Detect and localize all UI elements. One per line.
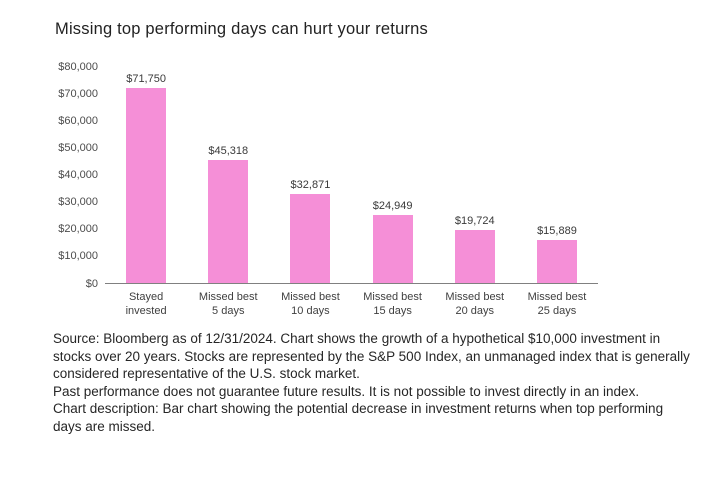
y-tick-label: $20,000 xyxy=(58,223,98,236)
bar-column: $71,750 xyxy=(105,66,187,283)
bar-column: $15,889 xyxy=(516,66,598,283)
page-title: Missing top performing days can hurt you… xyxy=(55,20,428,38)
y-tick-label: $60,000 xyxy=(58,114,98,127)
bar-value-label: $19,724 xyxy=(454,214,495,227)
y-tick-label: $40,000 xyxy=(58,169,98,181)
footnote-paragraph: Past performance does not guarantee futu… xyxy=(53,383,640,399)
footnote-paragraph: Chart description: Bar chart showing the… xyxy=(53,401,664,434)
category-label: Missed best 5 days xyxy=(198,291,258,317)
category-label: Stayed invested xyxy=(125,291,167,317)
y-tick-label: $70,000 xyxy=(58,87,98,100)
y-tick-label: $50,000 xyxy=(58,141,98,154)
y-tick-label: $0 xyxy=(85,277,98,290)
bar xyxy=(536,239,577,283)
bar xyxy=(208,160,249,283)
y-tick-label: $30,000 xyxy=(58,196,98,209)
bar-column: $24,949 xyxy=(352,66,434,283)
bar-value-label: $24,949 xyxy=(372,200,413,213)
footnote: Source: Bloomberg as of 12/31/2024. Char… xyxy=(53,330,695,436)
category-label: Missed best 10 days xyxy=(281,291,340,317)
bar-column: $45,318 xyxy=(187,66,269,283)
x-axis-labels: Stayed invested Missed best 5 days Missed … xyxy=(105,291,598,318)
bar xyxy=(290,193,331,283)
bar-value-label: $45,318 xyxy=(208,145,249,158)
plot-area: $71,750 $45,318 $32,871 $24,949 $19,724 $15,8… xyxy=(105,66,598,284)
bar-column: $32,871 xyxy=(269,66,351,283)
category-label: Missed best 25 days xyxy=(527,291,587,317)
y-tick-label: $10,000 xyxy=(58,250,98,263)
bar xyxy=(454,229,495,283)
category-label: Missed best 15 days xyxy=(363,291,422,317)
footnote-paragraph: Source: Bloomberg as of 12/31/2024. Char… xyxy=(53,331,690,382)
bar xyxy=(126,88,167,283)
bar xyxy=(372,215,413,283)
bar-value-label: $15,889 xyxy=(537,224,577,237)
category-label: Missed best 20 days xyxy=(445,291,505,317)
bar-value-label: $71,750 xyxy=(126,73,166,86)
y-tick-label: $80,000 xyxy=(58,60,98,73)
bar-value-label: $32,871 xyxy=(290,178,331,191)
bar-column: $19,724 xyxy=(434,66,516,283)
